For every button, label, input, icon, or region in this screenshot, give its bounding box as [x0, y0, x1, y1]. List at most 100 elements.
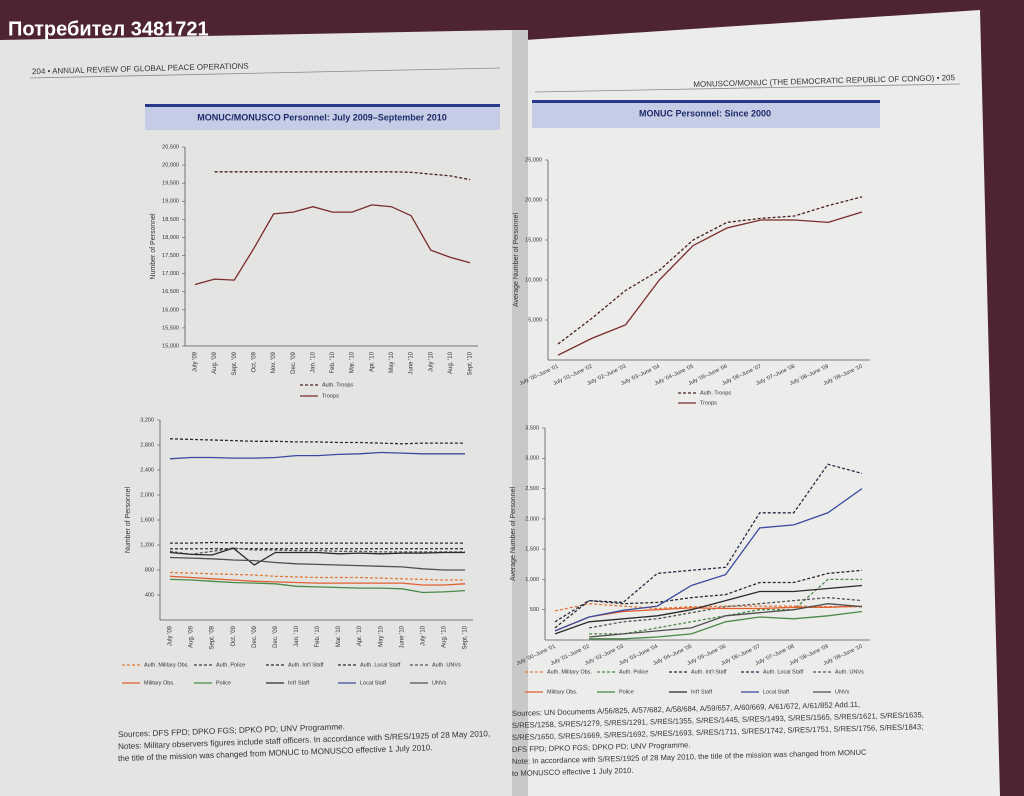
y-tick-label: 3,000 — [525, 456, 539, 462]
legend-label: Police — [216, 680, 231, 686]
x-tick-label: Dec. '09 — [291, 351, 297, 373]
y-tick-label: 10,000 — [525, 277, 542, 283]
y-tick-label: 15,500 — [162, 325, 179, 331]
series-line — [557, 211, 863, 356]
chart: MONUC/MONUSCO Personnel: July 2009–Septe… — [150, 112, 478, 399]
y-tick-label: 400 — [145, 592, 154, 598]
x-tick-label: Oct. '09 — [231, 625, 237, 646]
legend-label: Auth. UNVs — [835, 669, 864, 675]
legend-label: Auth. Int'l Staff — [288, 662, 324, 668]
y-tick-label: 5,000 — [528, 317, 542, 323]
y-tick-label: 2,400 — [140, 467, 154, 473]
legend-label: Auth. UNVs — [432, 662, 461, 668]
x-tick-label: Mar. '10 — [336, 625, 342, 647]
legend-label: Int'l Staff — [288, 680, 310, 686]
x-tick-label: May '10 — [378, 625, 384, 646]
series-line — [169, 575, 466, 586]
y-axis-label: Average Number of Personnel — [513, 213, 520, 307]
legend-label: UNVs — [835, 689, 850, 695]
source-note: to MONUSCO effective 1 July 2010. — [512, 766, 634, 778]
chart-title: MONUC Personnel: Since 2000 — [639, 108, 771, 118]
series-line — [589, 610, 863, 640]
legend-label: Auth. Int'l Staff — [691, 669, 727, 675]
chart-header — [532, 100, 880, 128]
y-tick-label: 17,000 — [162, 271, 179, 277]
legend-label: Military Obs. — [144, 680, 175, 686]
y-tick-label: 17,500 — [162, 253, 179, 259]
x-tick-label: Jan. '10 — [294, 625, 300, 646]
chart-header — [145, 104, 500, 130]
y-tick-label: 16,000 — [162, 307, 179, 313]
legend-label: Auth. Troops — [700, 390, 731, 396]
y-tick-label: 1,200 — [140, 542, 154, 548]
series-line — [169, 451, 465, 460]
y-tick-label: 19,500 — [162, 181, 179, 187]
x-tick-label: Sept. '09 — [232, 351, 238, 375]
y-tick-label: 25,000 — [525, 157, 542, 163]
x-tick-label: July '09 — [193, 351, 199, 372]
series-line — [554, 584, 863, 635]
chart-header-rule — [145, 104, 500, 107]
series-line — [170, 541, 465, 544]
legend-label: Military Obs. — [547, 689, 578, 695]
x-tick-label: Aug. '09 — [212, 351, 218, 373]
y-tick-label: 1,500 — [525, 547, 539, 553]
series-line — [169, 571, 465, 581]
x-tick-label: Aug. '09 — [189, 625, 195, 647]
x-tick-label: Apr. '10 — [369, 351, 375, 372]
y-tick-label: 18,000 — [162, 235, 179, 241]
y-tick-label: 1,000 — [525, 577, 539, 583]
x-tick-label: Sept. '10 — [463, 625, 469, 649]
header-rule — [534, 83, 961, 93]
right-page — [525, 10, 1000, 796]
y-tick-label: 20,000 — [525, 197, 542, 203]
legend-label: Auth. Troops — [322, 382, 353, 388]
header-rule — [29, 67, 501, 79]
series-line — [589, 603, 863, 638]
left-page — [0, 30, 525, 796]
legend-label: Auth. Military Obs. — [547, 669, 592, 675]
x-tick-label: May '10 — [389, 351, 395, 372]
spine — [512, 30, 528, 796]
series-line — [169, 556, 465, 571]
y-tick-label: 19,000 — [162, 199, 179, 205]
legend-label: Auth. Local Staff — [763, 669, 804, 675]
y-tick-label: 15,000 — [162, 343, 179, 349]
y-tick-label: 2,000 — [525, 516, 539, 522]
legend-label: Auth. Police — [619, 669, 648, 675]
y-tick-label: 2,800 — [140, 442, 154, 448]
x-tick-label: July '10 — [420, 625, 426, 646]
y-tick-label: 500 — [530, 607, 539, 613]
y-tick-label: 15,000 — [525, 237, 542, 243]
x-tick-label: Sept. '09 — [210, 625, 216, 649]
chart-header-rule — [532, 100, 880, 103]
x-tick-label: Sept. '10 — [468, 351, 474, 375]
series-line — [169, 547, 465, 566]
x-tick-label: Aug. '10 — [448, 351, 454, 373]
x-tick-label: Feb. '10 — [330, 351, 336, 373]
y-axis-label: Number of Personnel — [150, 213, 157, 280]
legend-label: Local Staff — [360, 680, 386, 686]
series-line — [169, 578, 466, 594]
legend-label: Troops — [700, 400, 717, 406]
x-tick-label: June '10 — [409, 351, 415, 374]
legend-label: Troops — [322, 393, 339, 399]
series-line — [588, 596, 863, 629]
x-tick-label: July '10 — [428, 351, 434, 372]
x-tick-label: July '09 — [168, 625, 174, 646]
y-tick-label: 2,500 — [525, 486, 539, 492]
series-line — [194, 204, 471, 286]
overlay-user: Потребител 3481721 — [8, 18, 209, 40]
legend-label: UNVs — [432, 680, 447, 686]
series-line — [554, 463, 863, 623]
x-tick-label: Apr. '10 — [357, 625, 363, 646]
chart-title: MONUC/MONUSCO Personnel: July 2009–Septe… — [197, 112, 447, 122]
series-line — [169, 438, 465, 445]
y-tick-label: 800 — [145, 567, 154, 573]
legend-label: Auth. Military Obs. — [144, 662, 189, 668]
y-tick-label: 20,500 — [162, 144, 179, 150]
x-tick-label: Aug. '10 — [442, 625, 448, 647]
legend-label: Auth. Police — [216, 662, 245, 668]
y-tick-label: 18,500 — [162, 217, 179, 223]
